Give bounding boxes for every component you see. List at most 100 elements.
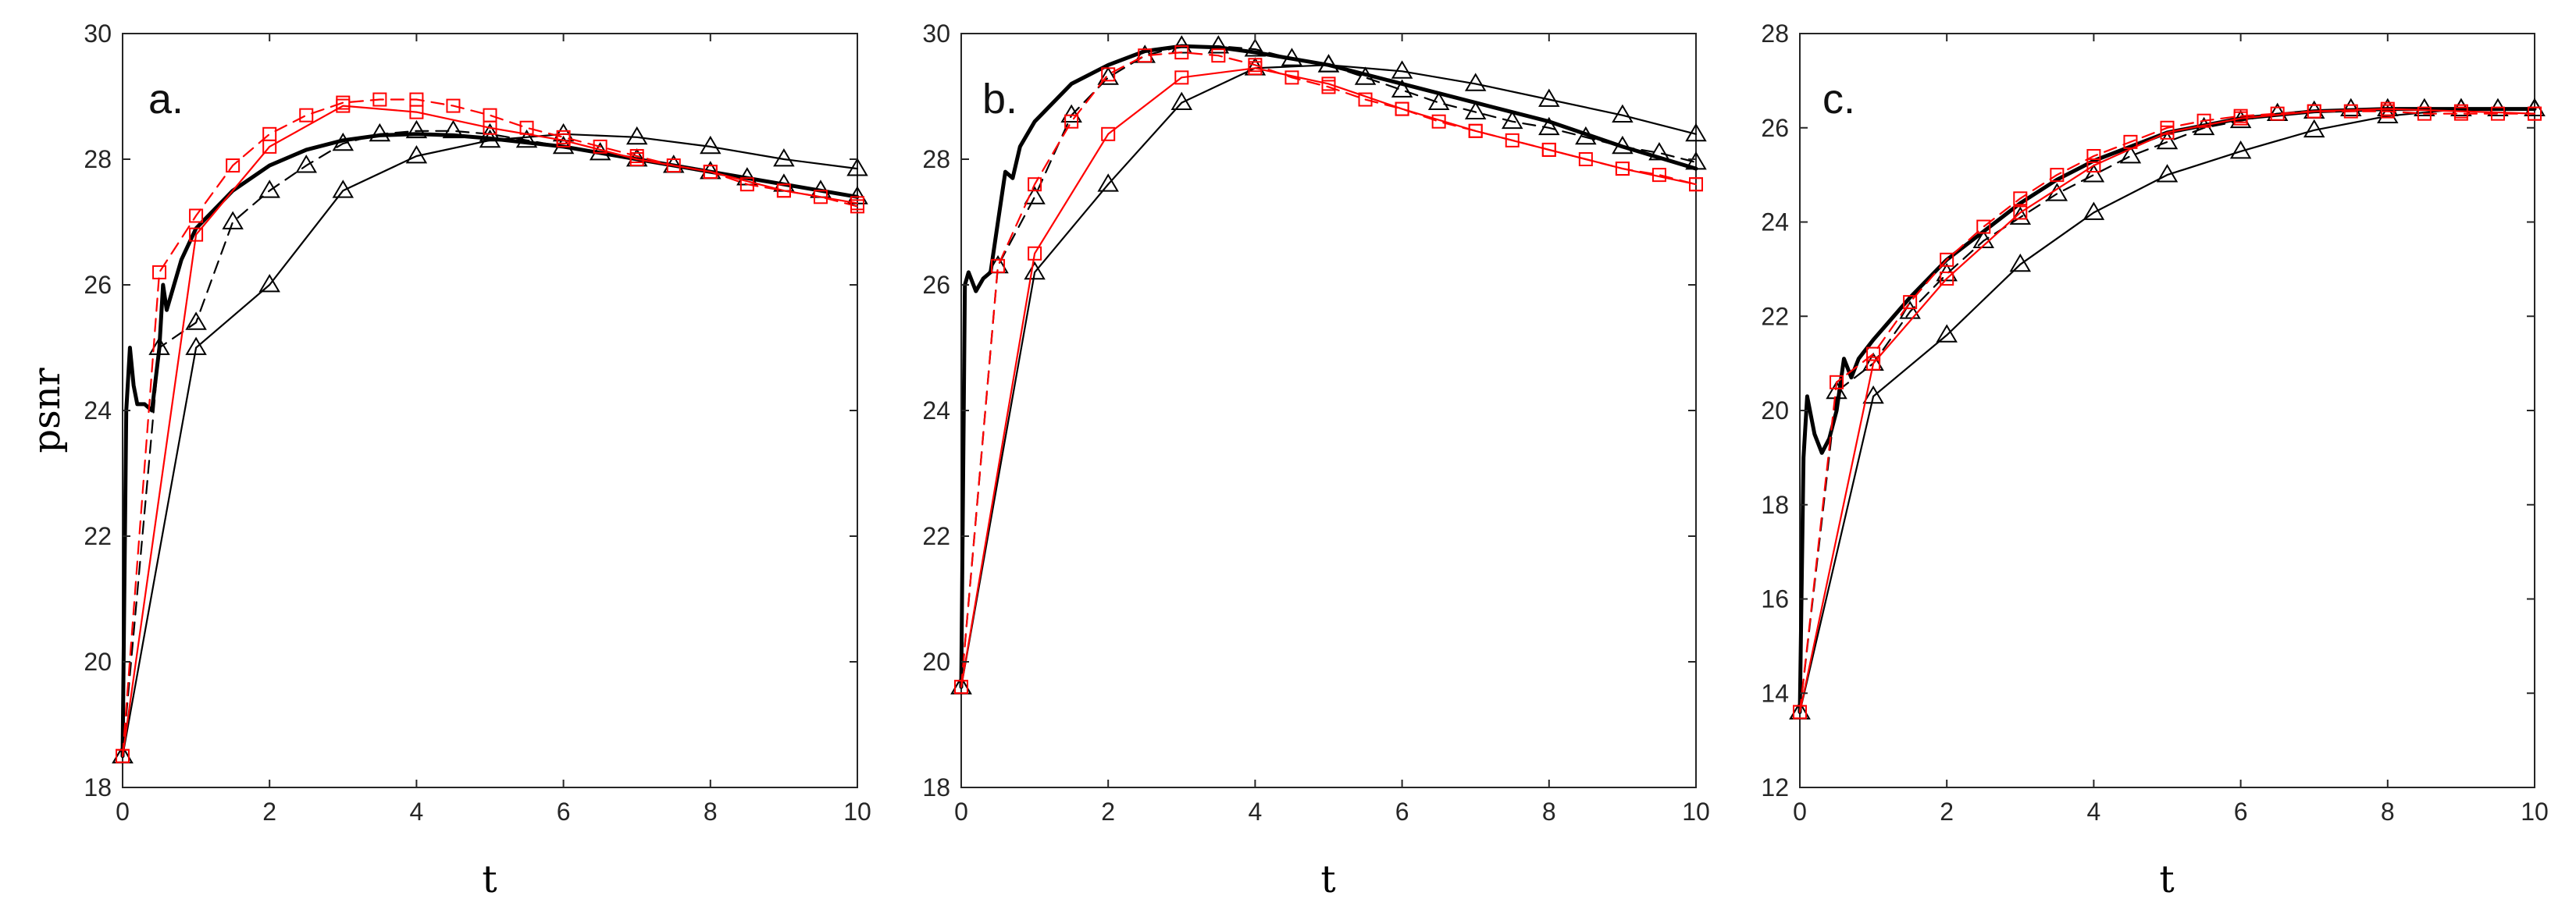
triangle-marker [2340,98,2362,116]
square-marker [336,95,351,110]
square-marker [1321,80,1336,94]
triangle-marker [1862,385,1884,404]
square-marker [483,108,497,123]
x-tick-label: 2 [262,798,276,826]
triangle-marker [1826,380,1847,400]
x-tick-label: 4 [1249,798,1263,826]
y-tick-label: 18 [1761,491,1789,519]
series-line [121,130,859,757]
square-marker [1064,114,1079,129]
series-3 [112,119,868,764]
y-tick-label: 24 [1761,208,1789,236]
triangle-marker [1972,229,1994,249]
series-line [960,44,1698,688]
series-5 [116,92,864,763]
triangle-marker [1612,104,1634,123]
x-tick-label: 2 [1101,798,1115,826]
square-marker [299,108,314,123]
square-marker [703,165,718,179]
triangle-marker [1685,151,1707,170]
triangle-marker [1207,35,1230,54]
square-marker [776,183,791,198]
x-tick-label: 2 [1940,798,1954,826]
triangle-marker [1317,54,1340,73]
triangle-marker [1538,88,1560,107]
square-marker [1028,177,1042,192]
plot-frame [122,33,858,788]
square-marker [2528,106,2542,121]
x-tick-label: 8 [704,798,718,826]
triangle-marker [405,119,428,139]
triangle-marker [185,311,207,330]
y-tick-label: 14 [1761,679,1789,707]
x-tick-label: 4 [410,798,424,826]
square-marker [2123,134,2138,149]
series-3 [950,35,1707,695]
y-tick-label: 24 [84,396,112,425]
x-tick-label: 6 [1395,798,1409,826]
square-marker [1866,347,1881,361]
square-marker [1505,133,1520,148]
triangle-marker [1502,110,1523,130]
triangle-marker [1060,104,1082,123]
triangle-marker [1575,126,1597,145]
series-5 [954,45,1703,695]
square-marker [2307,104,2321,119]
x-ticks: 0 2 4 6 8 10 [954,34,1710,826]
triangle-marker [1648,141,1670,161]
x-axis-label: t [2159,858,2174,901]
triangle-marker [332,179,355,198]
square-marker [2086,158,2101,173]
square-marker [1615,162,1630,176]
triangle-marker [1391,79,1413,98]
triangle-marker [2229,140,2252,159]
square-marker [1395,101,1409,116]
triangle-marker [479,123,501,142]
triangle-marker [1685,123,1707,142]
y-tick-label: 20 [84,648,112,676]
square-marker [1248,58,1263,73]
triangle-marker [369,123,391,142]
square-marker [1903,295,1918,310]
y-tick-label: 22 [1761,302,1789,330]
square-marker [2013,191,2028,206]
y-tick-label: 26 [922,271,950,299]
y-tick-label: 30 [84,20,112,48]
triangle-marker [1170,91,1193,110]
triangle-marker [773,148,795,167]
series-line [959,44,1698,689]
x-ticks: 0 2 4 6 8 10 [116,34,871,826]
triangle-marker [1464,101,1487,120]
square-marker [593,139,607,154]
series-5 [1793,104,2542,720]
triangle-marker [1936,324,1958,343]
square-marker [1793,705,1807,720]
triangle-marker [258,274,280,293]
series-1 [120,132,860,759]
square-marker [1431,114,1446,129]
triangle-marker [1097,66,1119,85]
square-marker [954,680,968,695]
triangle-marker [148,336,170,355]
triangle-marker [1097,173,1119,192]
y-tick-label: 20 [922,648,950,676]
triangle-marker [295,155,317,173]
triangle-marker [1391,60,1413,79]
triangle-marker [258,179,280,198]
y-ticks: 12 14 16 18 20 22 24 26 28 [1761,20,2535,801]
square-marker [2380,104,2395,119]
series-line [121,105,859,757]
y-tick-label: 12 [1761,773,1789,801]
triangle-marker [515,129,538,148]
triangle-marker [846,158,868,176]
square-marker [2453,106,2468,121]
square-marker [1358,92,1373,107]
y-tick-label: 16 [1761,585,1789,613]
square-marker [629,148,644,163]
triangle-marker [1612,135,1634,155]
triangle-marker [1427,91,1450,110]
square-marker [1174,45,1189,60]
square-marker [1940,271,1954,286]
triangle-marker [1538,116,1560,136]
